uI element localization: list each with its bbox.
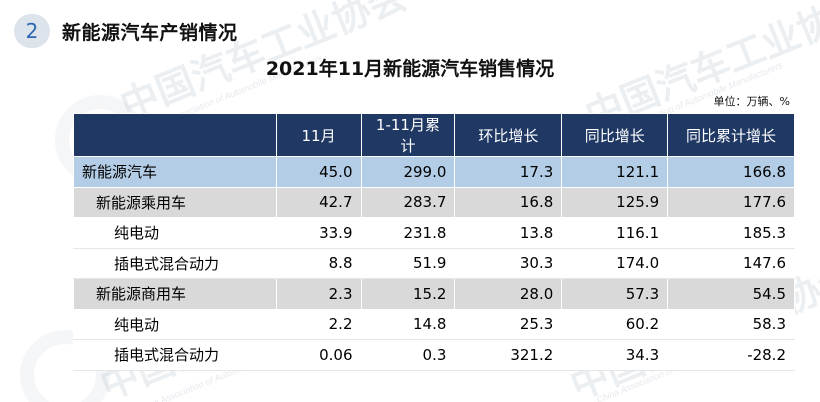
cell-ytd-yoy: -28.2 — [667, 339, 795, 371]
cell-ytd: 15.2 — [360, 278, 456, 310]
cell-month: 8.8 — [275, 247, 362, 279]
table-header-row: 11月 1-11月累计 环比增长 同比增长 同比累计增长 — [73, 113, 795, 157]
row-label: 插电式混合动力 — [73, 247, 277, 279]
cell-month: 45.0 — [275, 156, 362, 188]
table-row: 新能源汽车 45.0 299.0 17.3 121.1 166.8 — [73, 156, 795, 188]
cell-mom: 13.8 — [454, 217, 563, 249]
table-title: 2021年11月新能源汽车销售情况 — [265, 58, 555, 80]
cell-month: 42.7 — [275, 186, 362, 218]
table-row: 新能源乘用车 42.7 283.7 16.8 125.9 177.6 — [73, 186, 795, 218]
table-row: 插电式混合动力 0.06 0.3 321.2 34.3 -28.2 — [73, 339, 795, 371]
row-label: 纯电动 — [73, 308, 277, 340]
cell-yoy: 60.2 — [561, 308, 669, 340]
cell-ytd-yoy: 54.5 — [667, 278, 795, 310]
cell-ytd: 51.9 — [360, 247, 456, 279]
section-number-badge: 2 — [14, 14, 50, 48]
cell-ytd-yoy: 177.6 — [667, 186, 795, 218]
header-yoy: 同比增长 — [561, 113, 669, 157]
cell-yoy: 125.9 — [561, 186, 669, 218]
section-header: 2 新能源汽车产销情况 — [14, 14, 238, 48]
cell-month: 2.3 — [275, 278, 362, 310]
cell-yoy: 57.3 — [561, 278, 669, 310]
unit-note: 单位：万辆、% — [713, 95, 790, 108]
row-label: 插电式混合动力 — [73, 339, 277, 371]
cell-yoy: 116.1 — [561, 217, 669, 249]
cell-yoy: 34.3 — [561, 339, 669, 371]
cell-ytd: 283.7 — [360, 186, 456, 218]
cell-ytd: 0.3 — [360, 339, 456, 371]
cell-month: 0.06 — [275, 339, 362, 371]
cell-ytd-yoy: 185.3 — [667, 217, 795, 249]
cell-ytd: 14.8 — [360, 308, 456, 340]
header-ytd: 1-11月累计 — [360, 113, 456, 157]
row-label: 新能源乘用车 — [73, 186, 277, 218]
cell-yoy: 174.0 — [561, 247, 669, 279]
cell-ytd: 231.8 — [360, 217, 456, 249]
cell-mom: 321.2 — [454, 339, 563, 371]
cell-mom: 30.3 — [454, 247, 563, 279]
cell-mom: 17.3 — [454, 156, 563, 188]
cell-ytd-yoy: 58.3 — [667, 308, 795, 340]
cell-month: 33.9 — [275, 217, 362, 249]
section-title: 新能源汽车产销情况 — [62, 21, 238, 44]
cell-ytd-yoy: 166.8 — [667, 156, 795, 188]
cell-ytd: 299.0 — [360, 156, 456, 188]
cell-mom: 28.0 — [454, 278, 563, 310]
table-row: 新能源商用车 2.3 15.2 28.0 57.3 54.5 — [73, 278, 795, 310]
row-label: 纯电动 — [73, 217, 277, 249]
row-label: 新能源商用车 — [73, 278, 277, 310]
header-month: 11月 — [275, 113, 362, 157]
cell-yoy: 121.1 — [561, 156, 669, 188]
cell-month: 2.2 — [275, 308, 362, 340]
header-mom: 环比增长 — [454, 113, 563, 157]
cell-mom: 16.8 — [454, 186, 563, 218]
table-row: 插电式混合动力 8.8 51.9 30.3 174.0 147.6 — [73, 247, 795, 279]
header-ytd-yoy: 同比累计增长 — [667, 113, 795, 157]
cell-ytd-yoy: 147.6 — [667, 247, 795, 279]
header-corner — [73, 113, 277, 157]
cell-mom: 25.3 — [454, 308, 563, 340]
row-label: 新能源汽车 — [73, 156, 277, 188]
table-row: 纯电动 33.9 231.8 13.8 116.1 185.3 — [73, 217, 795, 249]
table-row: 纯电动 2.2 14.8 25.3 60.2 58.3 — [73, 308, 795, 340]
sales-table: 11月 1-11月累计 环比增长 同比增长 同比累计增长 新能源汽车 45.0 … — [73, 113, 795, 371]
